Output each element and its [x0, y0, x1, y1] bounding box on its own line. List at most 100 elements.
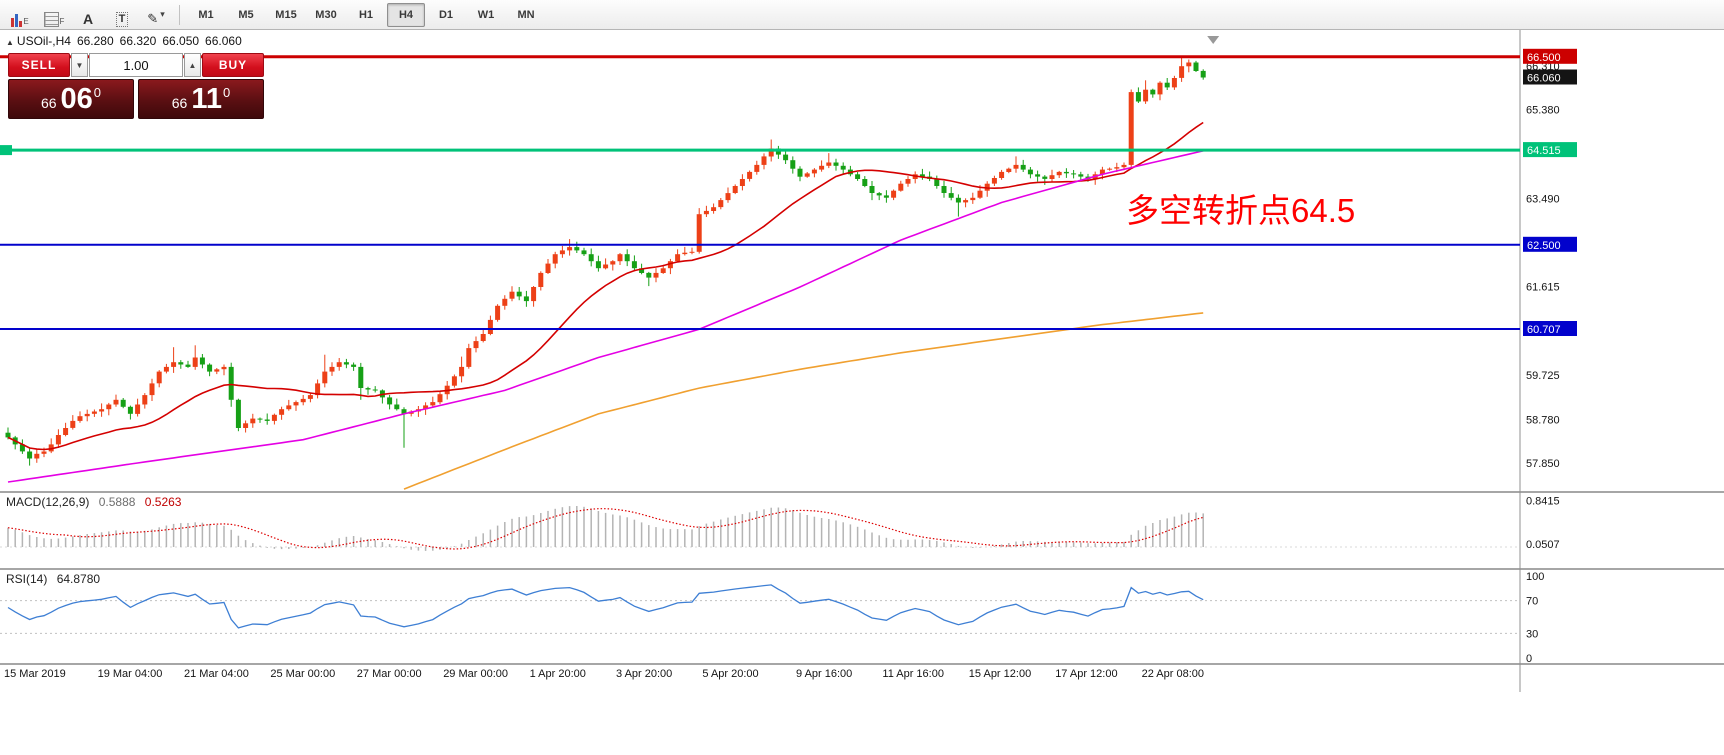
candle-body [264, 419, 270, 421]
ma-slow-line[interactable] [403, 312, 1204, 490]
candle-body [185, 364, 191, 367]
candle-body [235, 399, 241, 428]
candle-body [783, 154, 789, 161]
grid-icon [43, 11, 59, 27]
candle-body [1049, 175, 1055, 179]
candle-body [207, 364, 213, 372]
candle-body [1078, 174, 1084, 177]
candle-body [1107, 168, 1113, 170]
time-axis-label: 19 Mar 04:00 [98, 668, 163, 680]
volume-decrease-button[interactable]: ▼ [71, 53, 88, 77]
candle-body [624, 254, 630, 262]
candle-body [1020, 164, 1026, 170]
candle-body [437, 394, 443, 403]
time-axis-label: 9 Apr 16:00 [796, 668, 852, 680]
timeframe-button-m5[interactable]: M5 [238, 8, 254, 21]
candle-body [811, 169, 817, 174]
candle-body [948, 193, 954, 198]
bid-price-display[interactable]: 66 06 0 [8, 79, 134, 119]
price-badge-66.500 [1523, 48, 1577, 64]
timeframe-button-m15[interactable]: M15 [275, 8, 297, 21]
timeframe-button-d1[interactable]: D1 [438, 8, 454, 21]
close-value: 66.060 [205, 34, 242, 48]
time-axis-label: 15 Mar 2019 [4, 668, 66, 680]
candle-body [1114, 167, 1120, 169]
candle-body [466, 348, 472, 367]
candle-body [1121, 164, 1127, 168]
candle-body [617, 254, 623, 262]
candle-body [430, 402, 436, 406]
timeframe-button-m30[interactable]: M30 [315, 8, 337, 21]
text-tool-button[interactable]: T [106, 1, 138, 29]
candle-body [991, 178, 997, 184]
candle-body [718, 200, 724, 208]
timeframe-button-m1[interactable]: M1 [198, 8, 214, 21]
sell-button[interactable]: SELL [8, 53, 70, 77]
candle-body [250, 418, 256, 424]
collapse-trading-widget-icon[interactable]: ▲ [6, 38, 14, 47]
timeframe-button-h4[interactable]: H4 [387, 2, 425, 27]
rsi-label: RSI(14) [6, 572, 48, 586]
candle-body [127, 406, 133, 414]
candle-body [595, 261, 601, 269]
timeframe-button-w1[interactable]: W1 [477, 8, 495, 21]
candle-body [523, 296, 529, 302]
bid-big-figure: 66 [40, 95, 57, 111]
grid-tool-button[interactable]: F [38, 1, 70, 29]
ask-pipette: 0 [223, 84, 231, 100]
candle-body [646, 272, 652, 278]
candle-body [862, 179, 868, 186]
volume-input[interactable] [89, 53, 183, 77]
candle-body [682, 252, 688, 255]
ma-fast-line[interactable] [7, 121, 1204, 451]
candle-body [1056, 171, 1062, 176]
timeframe-button-mn[interactable]: MN [517, 8, 535, 21]
chart-annotation-text[interactable]: 多空转折点64.5 [1126, 192, 1356, 229]
ma-mid-line[interactable] [7, 150, 1204, 483]
candle-body [459, 366, 465, 377]
symbol-label: USOil-,H4 [16, 34, 71, 48]
candle-body [970, 197, 976, 201]
panel-separator[interactable] [0, 663, 1724, 665]
candle-body [99, 409, 105, 412]
font-icon: A [82, 10, 94, 27]
time-axis-label: 22 Apr 08:00 [1142, 668, 1204, 680]
panel-separator[interactable] [0, 491, 1724, 493]
panel-separator[interactable] [0, 568, 1724, 570]
candle-body [603, 264, 609, 269]
candle-body [135, 404, 141, 414]
buy-button[interactable]: BUY [202, 53, 264, 77]
candle-body [142, 395, 148, 405]
price-tick-label: 57.850 [1526, 458, 1560, 470]
draw-tool-button[interactable]: ✎ ▾ [140, 1, 172, 29]
time-axis-label: 29 Mar 00:00 [443, 668, 508, 680]
candle-body [387, 397, 393, 405]
candle-body [1143, 89, 1149, 102]
candle-body [214, 369, 220, 372]
candle-body [192, 357, 198, 367]
candle-body [1027, 169, 1033, 175]
candle-body [271, 414, 277, 421]
candle-body [1042, 176, 1048, 179]
timeframe-button-h1[interactable]: H1 [358, 8, 374, 21]
chart-bars-tool-button[interactable]: E [4, 1, 36, 29]
candle-body [610, 261, 616, 265]
candle-body [1013, 164, 1019, 169]
candle-body [898, 183, 904, 191]
bars-icon [11, 13, 23, 27]
candle-body [495, 305, 501, 320]
font-tool-button[interactable]: A [72, 1, 104, 29]
ask-price-display[interactable]: 66 11 0 [138, 79, 264, 119]
macd-signal-line[interactable] [7, 508, 1204, 550]
candle-body [401, 409, 407, 414]
candle-body [1164, 82, 1170, 88]
candle-body [826, 162, 832, 166]
candle-body [1200, 70, 1206, 78]
volume-increase-button[interactable]: ▲ [184, 53, 201, 77]
rsi-line[interactable] [7, 584, 1204, 629]
candle-body [394, 404, 400, 410]
candle-body [855, 174, 861, 179]
time-axis-label: 25 Mar 00:00 [270, 668, 335, 680]
shift-marker[interactable] [1207, 36, 1220, 44]
candle-body [919, 174, 925, 177]
